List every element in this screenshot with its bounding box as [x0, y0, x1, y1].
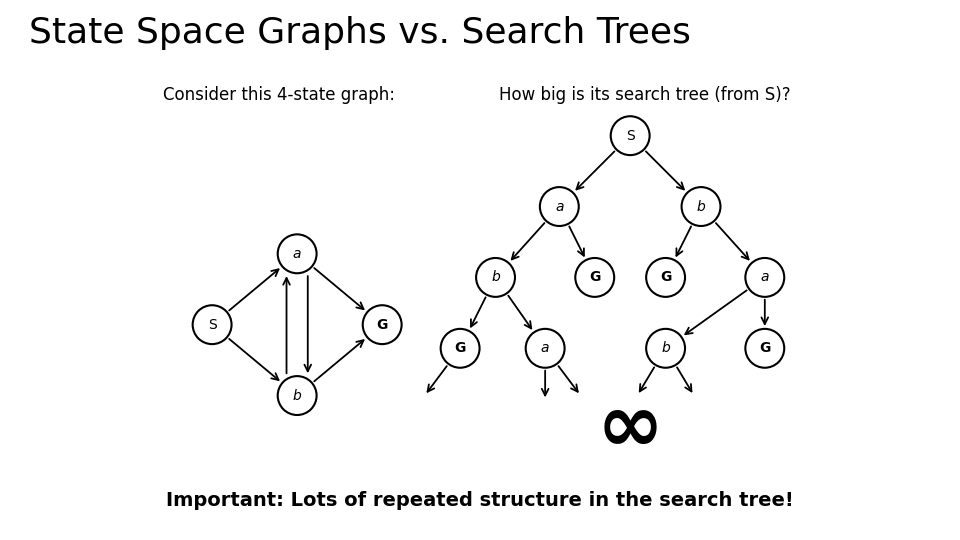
Text: a: a [540, 341, 549, 355]
Text: b: b [697, 200, 706, 213]
Text: S: S [626, 129, 635, 143]
Ellipse shape [745, 329, 784, 368]
Ellipse shape [745, 258, 784, 297]
Ellipse shape [646, 258, 685, 297]
Ellipse shape [277, 234, 317, 273]
Text: How big is its search tree (from S)?: How big is its search tree (from S)? [499, 86, 791, 104]
Ellipse shape [646, 329, 685, 368]
Ellipse shape [476, 258, 515, 297]
Text: a: a [555, 200, 564, 213]
Text: G: G [660, 271, 671, 285]
Ellipse shape [441, 329, 480, 368]
Text: ∞: ∞ [597, 390, 663, 468]
Text: a: a [760, 271, 769, 285]
Text: S: S [207, 318, 217, 332]
Text: b: b [661, 341, 670, 355]
Text: Consider this 4-state graph:: Consider this 4-state graph: [163, 86, 396, 104]
Ellipse shape [526, 329, 564, 368]
Text: G: G [376, 318, 388, 332]
Text: G: G [454, 341, 466, 355]
Text: b: b [293, 389, 301, 402]
Ellipse shape [611, 116, 650, 155]
Ellipse shape [575, 258, 614, 297]
Ellipse shape [682, 187, 720, 226]
Text: State Space Graphs vs. Search Trees: State Space Graphs vs. Search Trees [29, 16, 690, 50]
Ellipse shape [193, 305, 231, 344]
Text: G: G [759, 341, 771, 355]
Text: Important: Lots of repeated structure in the search tree!: Important: Lots of repeated structure in… [166, 491, 794, 510]
Text: b: b [492, 271, 500, 285]
Text: G: G [589, 271, 600, 285]
Ellipse shape [363, 305, 401, 344]
Text: a: a [293, 247, 301, 261]
Ellipse shape [277, 376, 317, 415]
Ellipse shape [540, 187, 579, 226]
